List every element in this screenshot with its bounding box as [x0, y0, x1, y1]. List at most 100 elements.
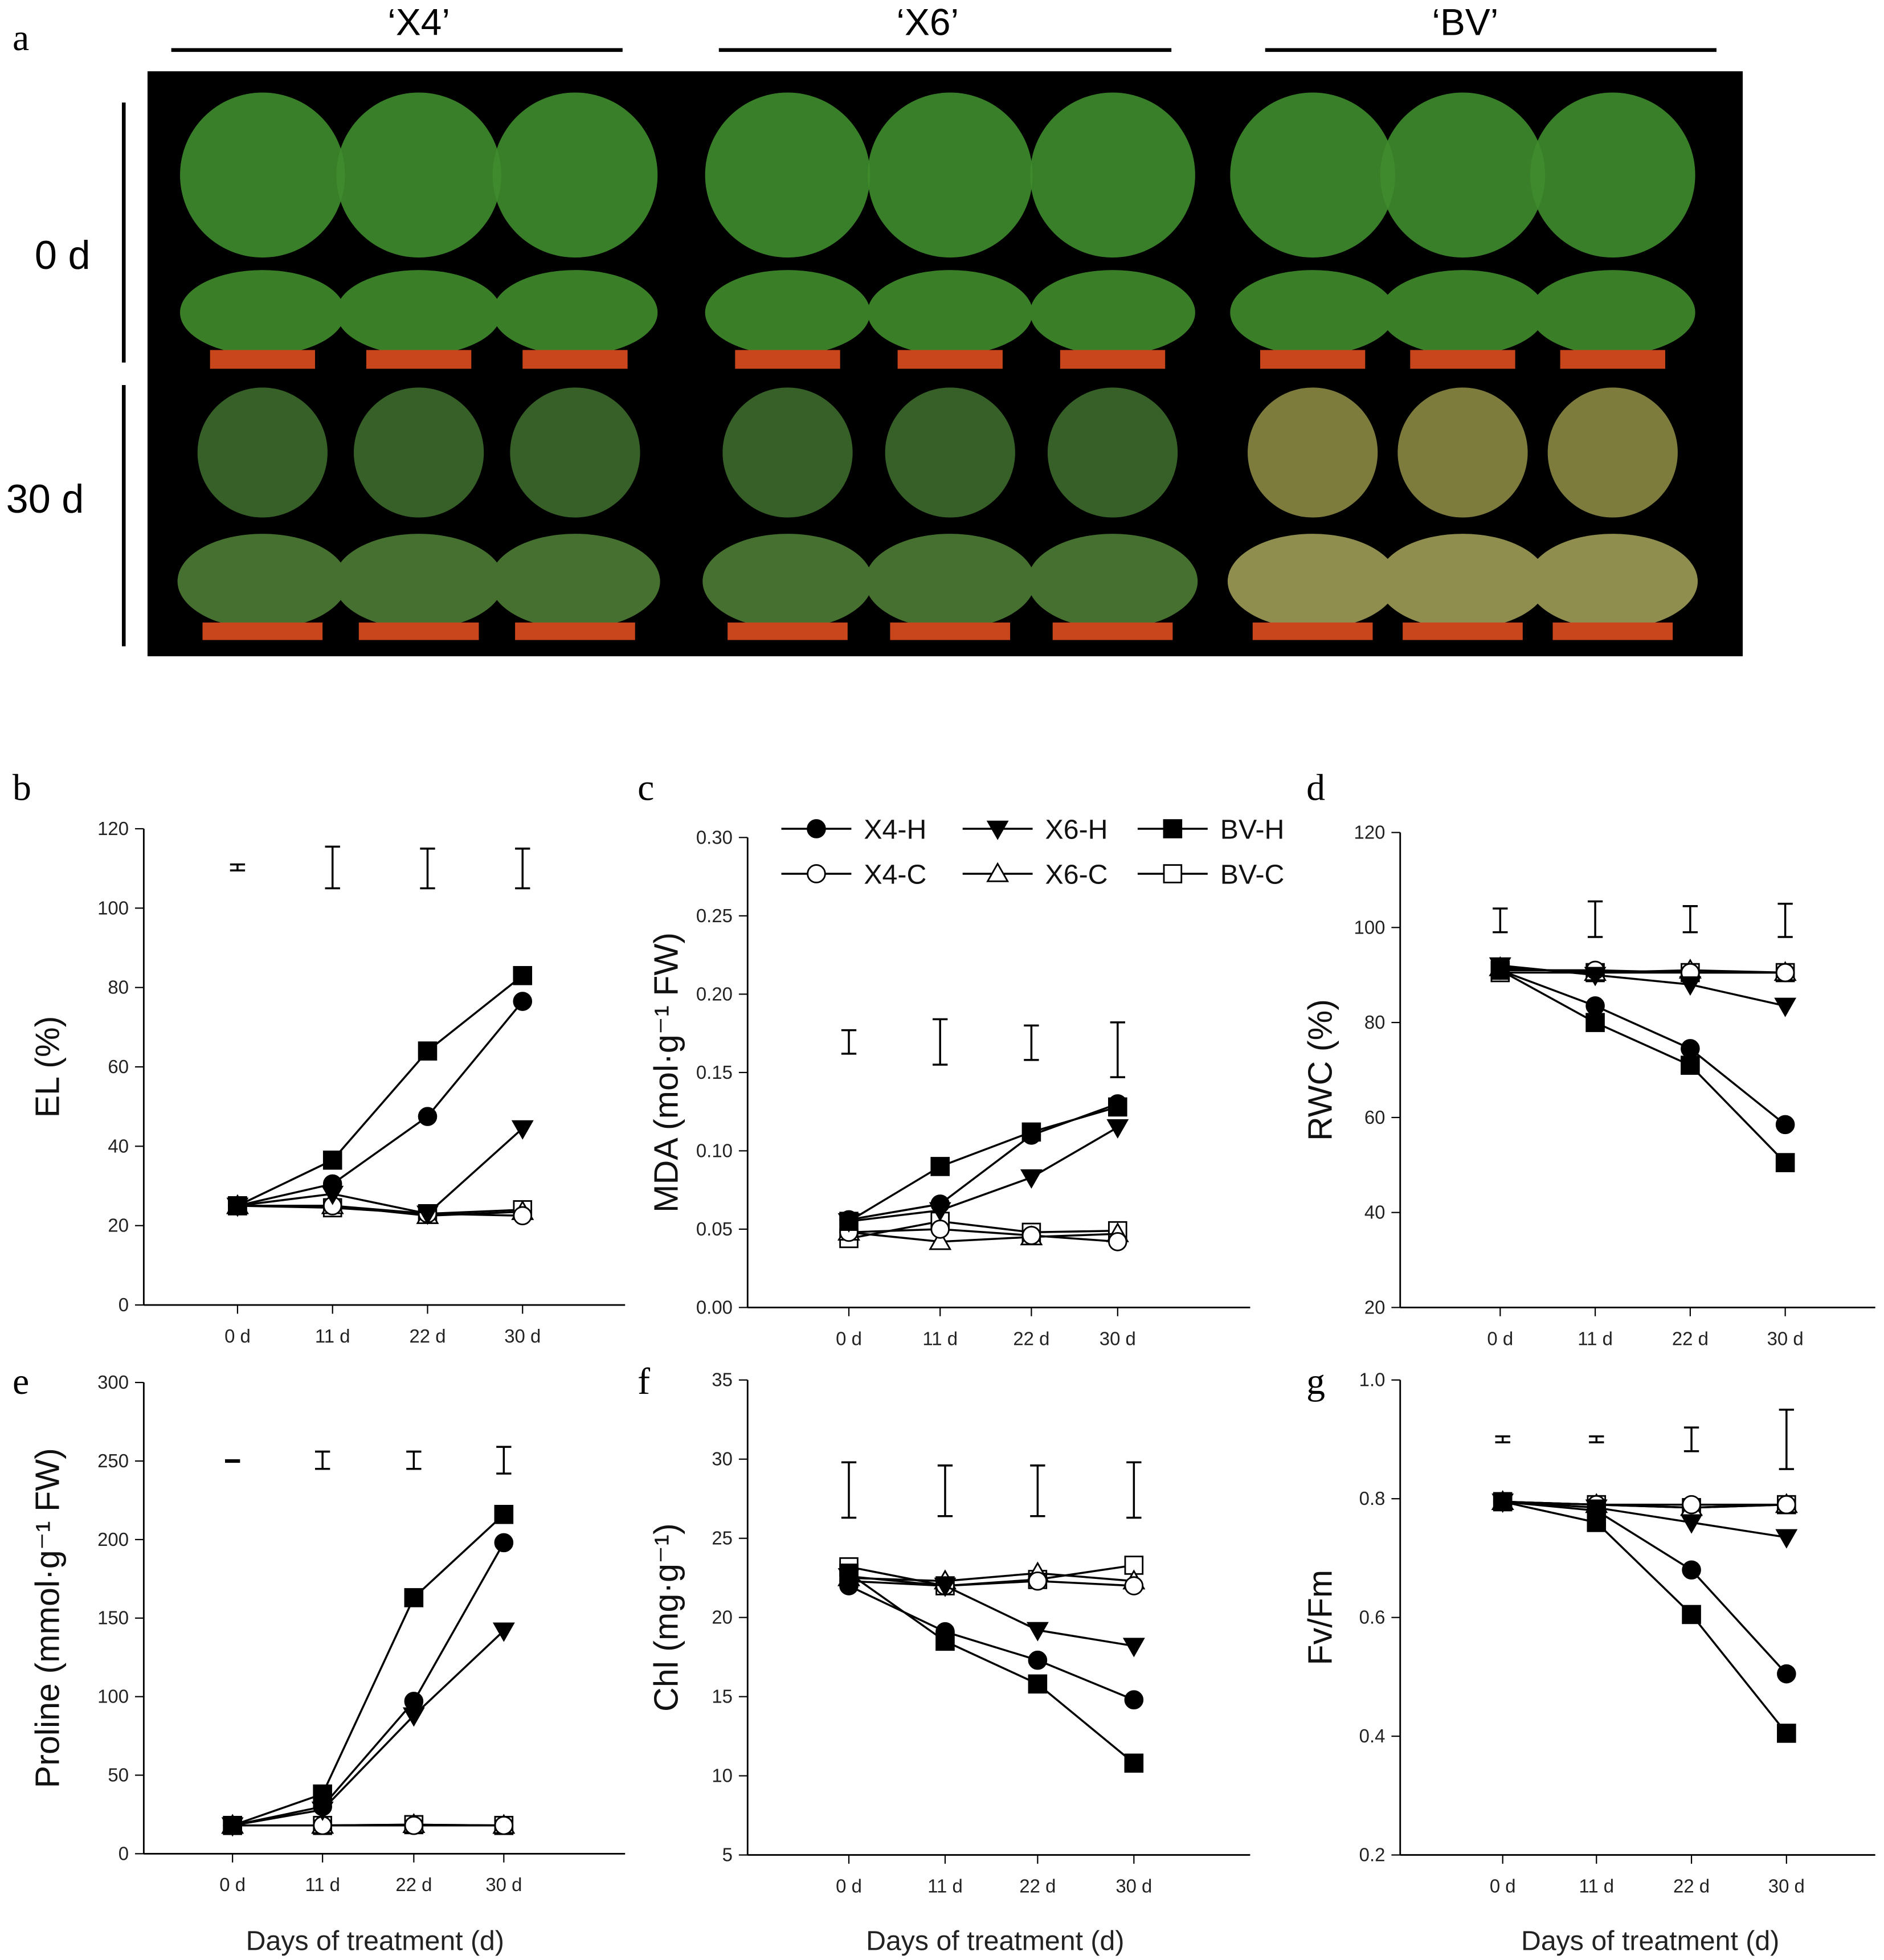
pot-0d	[522, 350, 628, 369]
lsd-error-bar	[937, 1464, 953, 1517]
data-point	[934, 1577, 957, 1597]
data-point	[228, 1196, 247, 1216]
data-point	[513, 1206, 533, 1226]
y-tick-label: 0.15	[696, 1062, 733, 1083]
plant-top-30d	[1248, 387, 1378, 518]
y-tick-label: 0.30	[696, 826, 733, 848]
legend-item: X6-C	[962, 860, 1108, 890]
legend-label: X4-H	[864, 815, 926, 845]
y-tick-label: 0.2	[1359, 1844, 1386, 1865]
lsd-error-bar	[1683, 1426, 1699, 1452]
data-point	[1493, 1492, 1513, 1512]
plant-side-0d	[1030, 270, 1195, 355]
series-line	[848, 1103, 1118, 1221]
y-axis-title: EL (%)	[28, 1016, 66, 1118]
data-point	[1777, 1495, 1796, 1515]
data-point	[930, 1157, 950, 1176]
series-X4-H	[223, 1533, 514, 1835]
row-label-30d: 30 d	[6, 476, 84, 521]
data-point	[1585, 1013, 1605, 1032]
series-line	[232, 1513, 505, 1827]
x-tick-label: 11 d	[927, 1875, 963, 1896]
plant-side-30d	[177, 534, 348, 629]
series-line	[848, 1228, 1118, 1243]
data-point	[322, 1174, 342, 1194]
x-tick-label: 0 d	[836, 1875, 862, 1896]
data-point	[494, 1504, 514, 1524]
series-line	[848, 1126, 1118, 1222]
data-point	[1122, 1638, 1145, 1658]
pot-30d	[890, 622, 1011, 640]
panel-label-g: g	[1306, 1361, 1325, 1402]
data-point	[930, 1220, 950, 1239]
y-tick-label: 80	[108, 977, 129, 998]
series-line	[237, 1205, 523, 1217]
lsd-error-bar	[1589, 1435, 1604, 1443]
x-tick-label: 11 d	[305, 1874, 340, 1895]
data-point	[1028, 1650, 1048, 1670]
lsd-error-bar	[1587, 900, 1603, 938]
legend-item: BV-H	[1137, 815, 1285, 845]
series-line	[232, 1542, 505, 1827]
panel-label-a: a	[13, 17, 29, 59]
lsd-error-bar	[841, 1461, 857, 1519]
y-tick-label: 100	[1354, 916, 1386, 938]
data-point	[418, 1041, 438, 1061]
series-BV-H	[1493, 1492, 1796, 1743]
data-point	[494, 1815, 514, 1835]
series-line	[848, 1572, 1134, 1582]
series-BV-H	[839, 1097, 1127, 1231]
series-line	[1500, 964, 1786, 1007]
legend-label: X6-H	[1045, 815, 1108, 845]
pot-0d	[735, 350, 840, 369]
row-label-0d: 0 d	[35, 232, 91, 277]
panel-label-c: c	[637, 767, 654, 809]
series-line	[1499, 969, 1786, 1164]
x-tick-label: 0 d	[1490, 1875, 1516, 1896]
series-line	[1502, 1500, 1788, 1734]
series-X4-H	[1493, 1492, 1796, 1684]
series-X6-H	[837, 1568, 1145, 1658]
series-X6-H	[1489, 957, 1797, 1017]
series-BV-H	[839, 1564, 1144, 1773]
series-line	[237, 1000, 524, 1207]
y-tick-label: 0.6	[1359, 1607, 1386, 1628]
legend-marker-icon	[1163, 864, 1183, 883]
legend-item: X4-C	[781, 860, 926, 890]
data-point	[1777, 1724, 1796, 1743]
data-point	[1775, 963, 1795, 983]
legend-marker-icon	[807, 819, 826, 838]
plant-top-0d	[1380, 92, 1546, 258]
series-BV-H	[228, 965, 533, 1216]
series-line	[1499, 969, 1786, 1126]
data-point	[1585, 996, 1605, 1016]
lsd-error-bar	[1126, 1461, 1142, 1519]
y-axis-title: RWC (%)	[1301, 999, 1339, 1141]
legend-label: BV-H	[1220, 815, 1285, 845]
plant-top-30d	[510, 387, 640, 518]
plant-top-30d	[354, 387, 484, 518]
x-tick-label: 0 d	[224, 1325, 251, 1347]
x-tick-label: 22 d	[1013, 1328, 1049, 1349]
cultivar-label-x4: ‘X4’	[387, 1, 450, 43]
data-point	[1587, 1501, 1607, 1520]
x-tick-label: 11 d	[315, 1325, 350, 1347]
data-point	[513, 965, 533, 985]
legend-item: X4-H	[781, 815, 926, 845]
y-tick-label: 40	[1364, 1202, 1386, 1223]
series-line	[237, 1127, 524, 1215]
x-tick-label: 22 d	[1673, 1875, 1710, 1896]
y-axis-title: Chl (mg·g⁻¹)	[647, 1523, 685, 1712]
data-point	[1124, 1753, 1144, 1773]
x-tick-label: 11 d	[1578, 1328, 1613, 1349]
legend-marker-icon	[986, 862, 1010, 882]
series-line	[848, 1585, 1135, 1701]
series-line	[1502, 1500, 1787, 1506]
plant-side-0d	[1380, 270, 1546, 355]
legend-label: X6-C	[1045, 860, 1108, 890]
data-point	[1124, 1690, 1144, 1709]
plant-top-0d	[705, 92, 871, 258]
y-tick-label: 35	[712, 1369, 733, 1390]
plant-side-30d	[1378, 534, 1548, 629]
